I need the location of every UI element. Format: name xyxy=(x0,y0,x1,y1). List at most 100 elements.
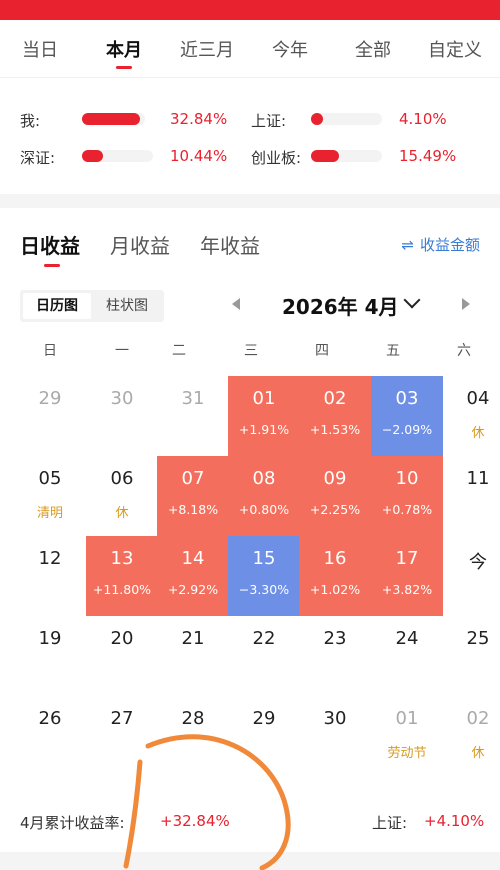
calendar-day[interactable]: 10 +0.78% xyxy=(371,456,443,536)
calendar-day[interactable]: 29 xyxy=(14,376,86,456)
calendar-day[interactable]: 24 xyxy=(371,616,443,696)
calendar-day-number: 05 xyxy=(38,468,62,489)
calendar-day-number: 24 xyxy=(395,628,419,649)
chevron-down-icon[interactable] xyxy=(403,291,421,309)
return-type-tabs: 日收益 月收益 年收益 ⇌ 收益金额 xyxy=(0,208,500,280)
calendar-day[interactable]: 02 休 xyxy=(442,696,500,776)
calendar-day[interactable]: 23 xyxy=(299,616,371,696)
calendar-day[interactable]: 16 +1.02% xyxy=(299,536,371,616)
calendar-day-return: −3.30% xyxy=(238,582,290,597)
weekday-header: 日 一 二 三 四 五 六 xyxy=(0,340,500,362)
month-navigator: 2026年 4月 xyxy=(230,290,480,322)
calendar-day[interactable]: 28 xyxy=(157,696,229,776)
calendar-day-note: 清明 xyxy=(36,506,63,521)
calendar-day-number: 20 xyxy=(110,628,134,649)
calendar-day[interactable]: 31 xyxy=(157,376,229,456)
calendar-day[interactable]: 30 xyxy=(299,696,371,776)
calendar-day-return: +1.53% xyxy=(309,422,361,437)
calendar-day[interactable]: 30 xyxy=(86,376,158,456)
calendar-day[interactable]: 12 xyxy=(14,536,86,616)
calendar-day[interactable]: 27 xyxy=(86,696,158,776)
compare-value-me: 32.84% xyxy=(170,110,228,128)
calendar-day-return: +0.80% xyxy=(238,502,290,517)
calendar-day[interactable]: 21 xyxy=(157,616,229,696)
calendar-day-number: 12 xyxy=(38,548,62,569)
calendar-day-number: 03 xyxy=(395,388,419,409)
tab-daily-return[interactable]: 日收益 xyxy=(20,234,80,258)
status-bar xyxy=(0,0,500,20)
calendar-day-return: +2.92% xyxy=(167,582,219,597)
calendar-day-number: 30 xyxy=(110,388,134,409)
compare-value-sh: 4.10% xyxy=(399,110,447,128)
tab-custom[interactable]: 自定义 xyxy=(428,40,482,61)
calendar-day-note: 劳动节 xyxy=(387,746,427,761)
tab-all[interactable]: 全部 xyxy=(355,40,391,61)
calendar-day[interactable]: 02 +1.53% xyxy=(299,376,371,456)
calendar-day[interactable]: 29 xyxy=(228,696,300,776)
return-amount-label: 收益金额 xyxy=(419,236,480,254)
calendar-day-number: 06 xyxy=(110,468,134,489)
calendar-day-return: +8.18% xyxy=(167,502,219,517)
compare-value-sz: 10.44% xyxy=(170,147,228,165)
calendar-day-return: +3.82% xyxy=(381,582,433,597)
compare-bar-cyb xyxy=(311,150,382,162)
tab-monthly-return[interactable]: 月收益 xyxy=(110,234,170,258)
calendar-day-number: 29 xyxy=(252,708,276,729)
calendar-day-number: 13 xyxy=(110,548,134,569)
compare-label-sz: 深证: xyxy=(20,149,56,167)
calendar-day[interactable]: 01 +1.91% xyxy=(228,376,300,456)
tab-today[interactable]: 当日 xyxy=(22,40,58,61)
calendar-day-number: 10 xyxy=(395,468,419,489)
calendar-day-note: 休 xyxy=(471,746,485,761)
calendar-day-number: 26 xyxy=(38,708,62,729)
calendar-day[interactable]: 04 休 xyxy=(442,376,500,456)
calendar-day-number: 09 xyxy=(323,468,347,489)
calendar-view-button[interactable]: 日历图 xyxy=(23,293,91,319)
calendar-day-number: 08 xyxy=(252,468,276,489)
calendar-day[interactable]: 11 xyxy=(442,456,500,536)
tab-yearly-return[interactable]: 年收益 xyxy=(200,234,260,258)
next-month-icon[interactable] xyxy=(462,298,470,310)
month-label[interactable]: 2026年 4月 xyxy=(282,295,399,319)
calendar-day[interactable]: 26 xyxy=(14,696,86,776)
calendar-day[interactable]: 05 清明 xyxy=(14,456,86,536)
calendar-day-return: +2.25% xyxy=(309,502,361,517)
monthly-summary: 4月累计收益率: +32.84% 上证: +4.10% xyxy=(0,796,500,848)
calendar-day[interactable]: 22 xyxy=(228,616,300,696)
calendar-day[interactable]: 03 −2.09% xyxy=(371,376,443,456)
tab-this-year[interactable]: 今年 xyxy=(272,40,308,61)
calendar-day[interactable]: 06 休 xyxy=(86,456,158,536)
calendar-day[interactable]: 01 劳动节 xyxy=(371,696,443,776)
calendar-day-number: 27 xyxy=(110,708,134,729)
tab-last-three-months[interactable]: 近三月 xyxy=(180,40,234,61)
section-divider xyxy=(0,194,500,208)
previous-month-icon[interactable] xyxy=(232,298,240,310)
return-amount-toggle[interactable]: ⇌ 收益金额 xyxy=(401,234,480,255)
calendar-day[interactable]: 13 +11.80% xyxy=(86,536,158,616)
compare-bar-fill-me xyxy=(82,113,140,125)
weekday-fri: 五 xyxy=(386,343,400,359)
calendar-day-return: +0.78% xyxy=(381,502,433,517)
calendar-day-number: 07 xyxy=(181,468,205,489)
calendar-day[interactable]: 17 +3.82% xyxy=(371,536,443,616)
calendar-day[interactable]: 20 xyxy=(86,616,158,696)
calendar-day-number: 02 xyxy=(323,388,347,409)
compare-bar-fill-sh xyxy=(311,113,323,125)
calendar-day[interactable]: 15 −3.30% xyxy=(228,536,300,616)
calendar-day[interactable]: 07 +8.18% xyxy=(157,456,229,536)
calendar-day-number: 01 xyxy=(395,708,419,729)
calendar-day[interactable]: 14 +2.92% xyxy=(157,536,229,616)
compare-label-me: 我: xyxy=(20,112,41,130)
calendar-day[interactable]: 08 +0.80% xyxy=(228,456,300,536)
calendar-day[interactable]: 今 xyxy=(442,536,500,616)
calendar-day[interactable]: 09 +2.25% xyxy=(299,456,371,536)
calendar-day-number: 23 xyxy=(323,628,347,649)
weekday-sun: 日 xyxy=(43,343,57,359)
calendar-day-number: 28 xyxy=(181,708,205,729)
calendar-day-number: 04 xyxy=(466,388,490,409)
tab-this-month[interactable]: 本月 xyxy=(106,40,142,61)
bar-view-button[interactable]: 柱状图 xyxy=(106,298,148,314)
return-calendar: 29 30 31 01 +1.91% 02 +1.53% 03 −2.09% 04 休 05 清明 06 休… xyxy=(0,376,500,776)
calendar-day[interactable]: 19 xyxy=(14,616,86,696)
calendar-day[interactable]: 25 xyxy=(442,616,500,696)
